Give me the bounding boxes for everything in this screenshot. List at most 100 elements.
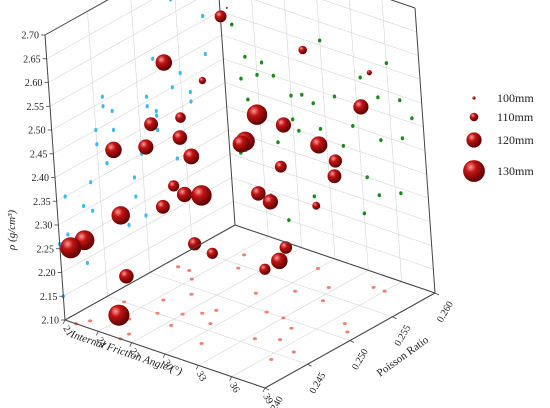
- left-wall-projection-point: [89, 180, 93, 185]
- left-wall-projection-point: [101, 104, 105, 109]
- z-tick-label: 2.25: [37, 244, 55, 255]
- bubble-point: [155, 199, 170, 214]
- bubble-point: [232, 135, 250, 153]
- y-tick-label: 0.245: [308, 371, 329, 396]
- floor-projection-point: [371, 285, 376, 289]
- left-wall-projection-point: [95, 142, 99, 147]
- bubble-point: [191, 185, 212, 206]
- x-tick-label: 36: [227, 381, 242, 395]
- left-wall-projection-point: [134, 194, 138, 199]
- floor-projection-point: [269, 358, 274, 362]
- y-tick-mark: [264, 387, 270, 391]
- frame-edge-top-left: [44, 0, 109, 36]
- bubble-point: [274, 160, 287, 173]
- back-wall-projection-point: [243, 54, 247, 59]
- floor-projection-point: [253, 291, 258, 295]
- left-wall-projection-point: [85, 260, 90, 266]
- grid-line-back-z: [233, 200, 434, 270]
- bubble-point: [353, 99, 369, 115]
- x-tick-mark: [162, 353, 166, 359]
- floor-projection-point: [169, 324, 174, 328]
- front-edges: [64, 224, 436, 389]
- bubble-point: [310, 136, 328, 154]
- x-tick-label: 33: [194, 369, 209, 383]
- bubble-point: [271, 252, 288, 270]
- back-wall-projection-point: [398, 98, 402, 103]
- bubble-point: [108, 304, 130, 326]
- grid-line-left-z: [46, 0, 153, 60]
- left-wall-projection-point: [144, 213, 148, 218]
- z-tick-label: 2.20: [38, 268, 56, 279]
- z-tick-label: 2.65: [23, 54, 41, 65]
- x-tick-mark: [229, 376, 233, 381]
- bubble-point: [246, 104, 268, 125]
- floor-projection-point: [281, 316, 286, 320]
- bubble-point: [119, 268, 134, 284]
- floor-edge-back: [234, 224, 436, 294]
- bubble-point: [183, 148, 200, 165]
- x-tick-label: 27: [127, 347, 142, 361]
- left-wall-projection-point: [145, 104, 149, 109]
- z-tick-label: 2.10: [42, 316, 60, 327]
- x-tick-label: 39: [260, 392, 275, 406]
- y-tick-label: 0.260: [435, 300, 456, 325]
- y-tick-label: 0.250: [350, 347, 371, 372]
- left-wall-projection-point: [189, 99, 193, 104]
- bubble-point: [312, 201, 321, 210]
- frame-edge-right-z: [414, 7, 436, 294]
- left-wall-projection-point: [188, 89, 192, 95]
- x-tick-mark: [95, 331, 99, 336]
- floor-edge-left: [64, 224, 236, 321]
- back-wall-projection-point: [351, 123, 355, 128]
- floor-projection-point: [88, 319, 93, 323]
- y-axis-line: [264, 292, 436, 389]
- y-tick-mark: [349, 340, 355, 343]
- floor-projection-point: [189, 277, 194, 281]
- left-wall-projection-point: [110, 108, 114, 114]
- grid-line-back-z: [228, 129, 429, 199]
- back-wall-projection-point: [384, 61, 389, 66]
- grid-line-back-z: [221, 34, 422, 104]
- bubble-point: [225, 6, 228, 9]
- grid-line-floor-y: [149, 272, 351, 341]
- grid-line-back-z: [224, 82, 426, 151]
- x-tick-mark: [262, 387, 266, 393]
- back-wall-projection-point: [332, 94, 337, 99]
- floor-projection-point: [155, 311, 160, 315]
- grid-line-back-z: [322, 0, 417, 33]
- back-wall-projection-point: [312, 194, 317, 199]
- floor-projection-point: [242, 253, 247, 257]
- back-wall-projection-point: [311, 101, 315, 106]
- floor-projection-point: [277, 338, 283, 342]
- back-wall-projection-point: [289, 93, 293, 98]
- back-wall-projection-point: [377, 193, 382, 198]
- bubble-point: [176, 186, 193, 203]
- legend-label: 120mm: [497, 133, 534, 147]
- back-wall-projection-point: [239, 76, 243, 81]
- bubble-point: [138, 139, 154, 155]
- left-wall-projection-point: [170, 85, 174, 90]
- back-wall-projection-point: [246, 97, 250, 102]
- back-wall-projection-point: [341, 143, 346, 148]
- floor-projection-point: [200, 311, 205, 315]
- z-tick-label: 2.15: [40, 292, 58, 303]
- projection-points: [58, 0, 414, 362]
- left-wall-projection-point: [156, 127, 160, 133]
- bubble-point: [60, 237, 82, 259]
- z-tick-label: 2.55: [27, 102, 45, 113]
- grid-line-back-z: [223, 58, 424, 128]
- bubble-point: [155, 54, 173, 71]
- left-wall-projection-point: [66, 232, 70, 237]
- floor-projection-point: [187, 269, 192, 273]
- bubble-point: [275, 117, 292, 133]
- floor-projection-point: [315, 267, 321, 270]
- bubble-point: [175, 112, 186, 123]
- bubble-point: [144, 117, 158, 132]
- z-tick-label: 2.40: [32, 173, 50, 184]
- x-tick-mark: [62, 319, 66, 325]
- grid-line-back-z: [219, 10, 421, 80]
- back-wall-projection-point: [362, 211, 367, 216]
- back-wall-projection-point: [379, 138, 383, 143]
- bubble-point: [206, 247, 218, 259]
